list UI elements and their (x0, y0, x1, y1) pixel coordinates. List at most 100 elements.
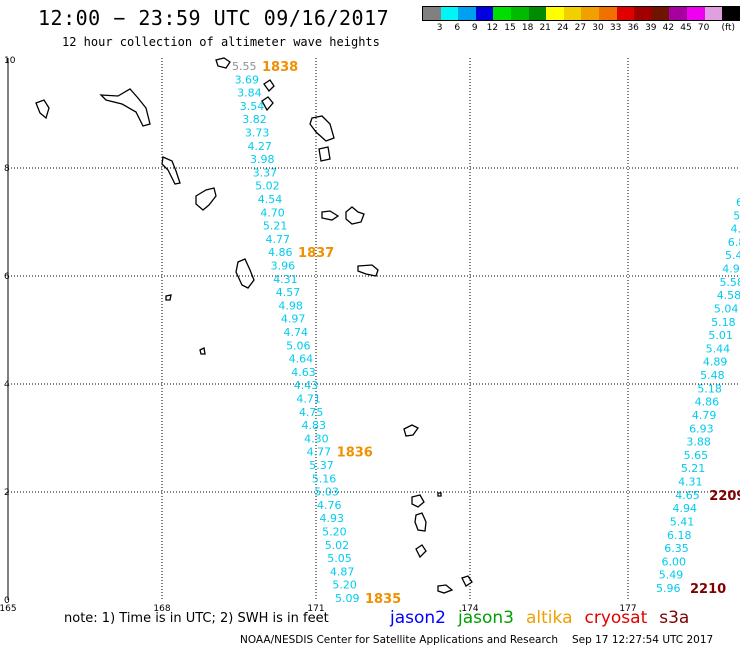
lon-tick-label: 174 (461, 604, 478, 614)
legend-swatch (634, 7, 652, 20)
swh-value: 5.20 (332, 579, 357, 592)
island (195, 187, 217, 211)
legend-swatch (651, 7, 670, 20)
satellite-legend: jason2 jason3 altika cryosat s3a (390, 608, 701, 628)
swh-value: 3.69 (235, 73, 260, 86)
legend-label: 21 (539, 23, 551, 33)
swh-value: 4.74 (284, 326, 309, 339)
legend-swatch (458, 7, 476, 20)
swh-value: 5. (733, 209, 740, 222)
swh-value: 3.54 (240, 100, 265, 113)
legend-label: 12 (486, 23, 499, 33)
swh-value: 4.87 (330, 565, 355, 578)
satellite-name: jason2 (390, 608, 446, 628)
island (345, 206, 365, 225)
legend-swatch (704, 7, 723, 20)
swh-value: 5.16 (312, 472, 337, 485)
island (415, 544, 427, 559)
legend-swatch (722, 7, 740, 20)
swh-value: 3.82 (242, 113, 266, 126)
swh-value: 4.75 (299, 406, 324, 419)
legend-swatch (440, 7, 459, 20)
lon-tick-label: 177 (619, 604, 636, 614)
lon-tick-label: 171 (307, 604, 324, 614)
swh-value: 5.21 (681, 462, 706, 475)
swh-value: 4.31 (273, 273, 298, 286)
lon-tick-label: 168 (153, 604, 170, 614)
legend-swatch (493, 7, 511, 20)
legend-label: 15 (504, 23, 516, 33)
swh-value: 4.94 (673, 502, 698, 515)
swh-value: 4.54 (258, 193, 283, 206)
swh-value: 3.88 (686, 436, 711, 449)
map-grid: 165 168 171 174 177 0 2 4 6 8 10 (0, 56, 740, 614)
island (309, 115, 335, 142)
color-legend: 3 6 9 12 15 18 21 24 27 30 33 36 39 42 45 70 (ft) (422, 6, 740, 35)
legend-label: 27 (574, 23, 587, 33)
swh-value: 6.35 (664, 542, 689, 555)
legend-labels: 3 6 9 12 15 18 21 24 27 30 33 36 39 42 45 70 (ft) (422, 21, 740, 35)
legend-label: 9 (471, 23, 478, 33)
island (437, 584, 454, 594)
swh-value: 5.96 (656, 582, 681, 595)
swh-value: 5.55 (232, 60, 257, 73)
swh-value: 5.48 (700, 369, 725, 382)
island (461, 575, 473, 587)
swh-value: 5.49 (659, 569, 684, 582)
swh-value: 6. (736, 196, 740, 209)
time-label: 1838 (262, 60, 298, 75)
swh-value: 4.64 (289, 353, 314, 366)
legend-label: 24 (557, 23, 569, 33)
legend-label: 39 (645, 23, 657, 33)
legend-swatch (598, 7, 617, 20)
swh-value: 4.57 (276, 286, 301, 299)
swh-value: 4.89 (703, 356, 728, 369)
island (261, 96, 274, 112)
satellite-name: jason3 (458, 608, 514, 628)
swh-value: 4.27 (247, 140, 272, 153)
island (318, 146, 331, 162)
swh-value: 4. (730, 223, 740, 236)
lat-tick-label: 0 (4, 596, 10, 606)
legend-label: 36 (627, 23, 639, 33)
legend-unit: (ft) (721, 23, 736, 33)
legend-swatch (423, 7, 441, 20)
legend-swatch (528, 7, 547, 20)
island (403, 424, 419, 437)
swh-value: 6.18 (667, 529, 692, 542)
swh-value: 5.65 (684, 449, 709, 462)
legend-label: 3 (436, 23, 443, 33)
satellite-name: altika (526, 608, 573, 628)
island (321, 210, 340, 221)
swh-value: 4.31 (678, 476, 703, 489)
credit-text: NOAA/NESDIS Center for Satellite Applica… (240, 634, 558, 646)
island (161, 156, 181, 185)
lat-tick-label: 10 (4, 56, 16, 66)
swh-value: 4.77 (307, 446, 332, 459)
swh-value: 4.9 (722, 263, 740, 276)
island (414, 512, 427, 532)
lat-tick-label: 2 (4, 488, 10, 498)
time-label: 2209 (709, 489, 740, 504)
swh-value: 4.70 (260, 206, 285, 219)
swh-value: 5.06 (286, 339, 311, 352)
swh-value: 5.03 (314, 486, 339, 499)
island (263, 79, 275, 93)
legend-label: 70 (697, 23, 710, 33)
time-label: 1835 (365, 592, 401, 607)
swh-value: 6.93 (689, 422, 714, 435)
swh-value: 5.20 (322, 526, 347, 539)
legend-swatches (422, 6, 740, 21)
swh-value: 6.8 (728, 236, 740, 249)
swh-value: 4.65 (675, 489, 700, 502)
swh-value: 5.04 (714, 302, 739, 315)
swh-value: 5.01 (708, 329, 733, 342)
swh-value: 4.86 (268, 246, 293, 259)
swh-value: 5.02 (255, 180, 279, 193)
swh-value: 4.77 (265, 233, 290, 246)
island (35, 99, 50, 120)
swh-value: 3.73 (245, 127, 270, 140)
swh-value: 4.98 (278, 299, 303, 312)
swh-value: 5.37 (309, 459, 334, 472)
